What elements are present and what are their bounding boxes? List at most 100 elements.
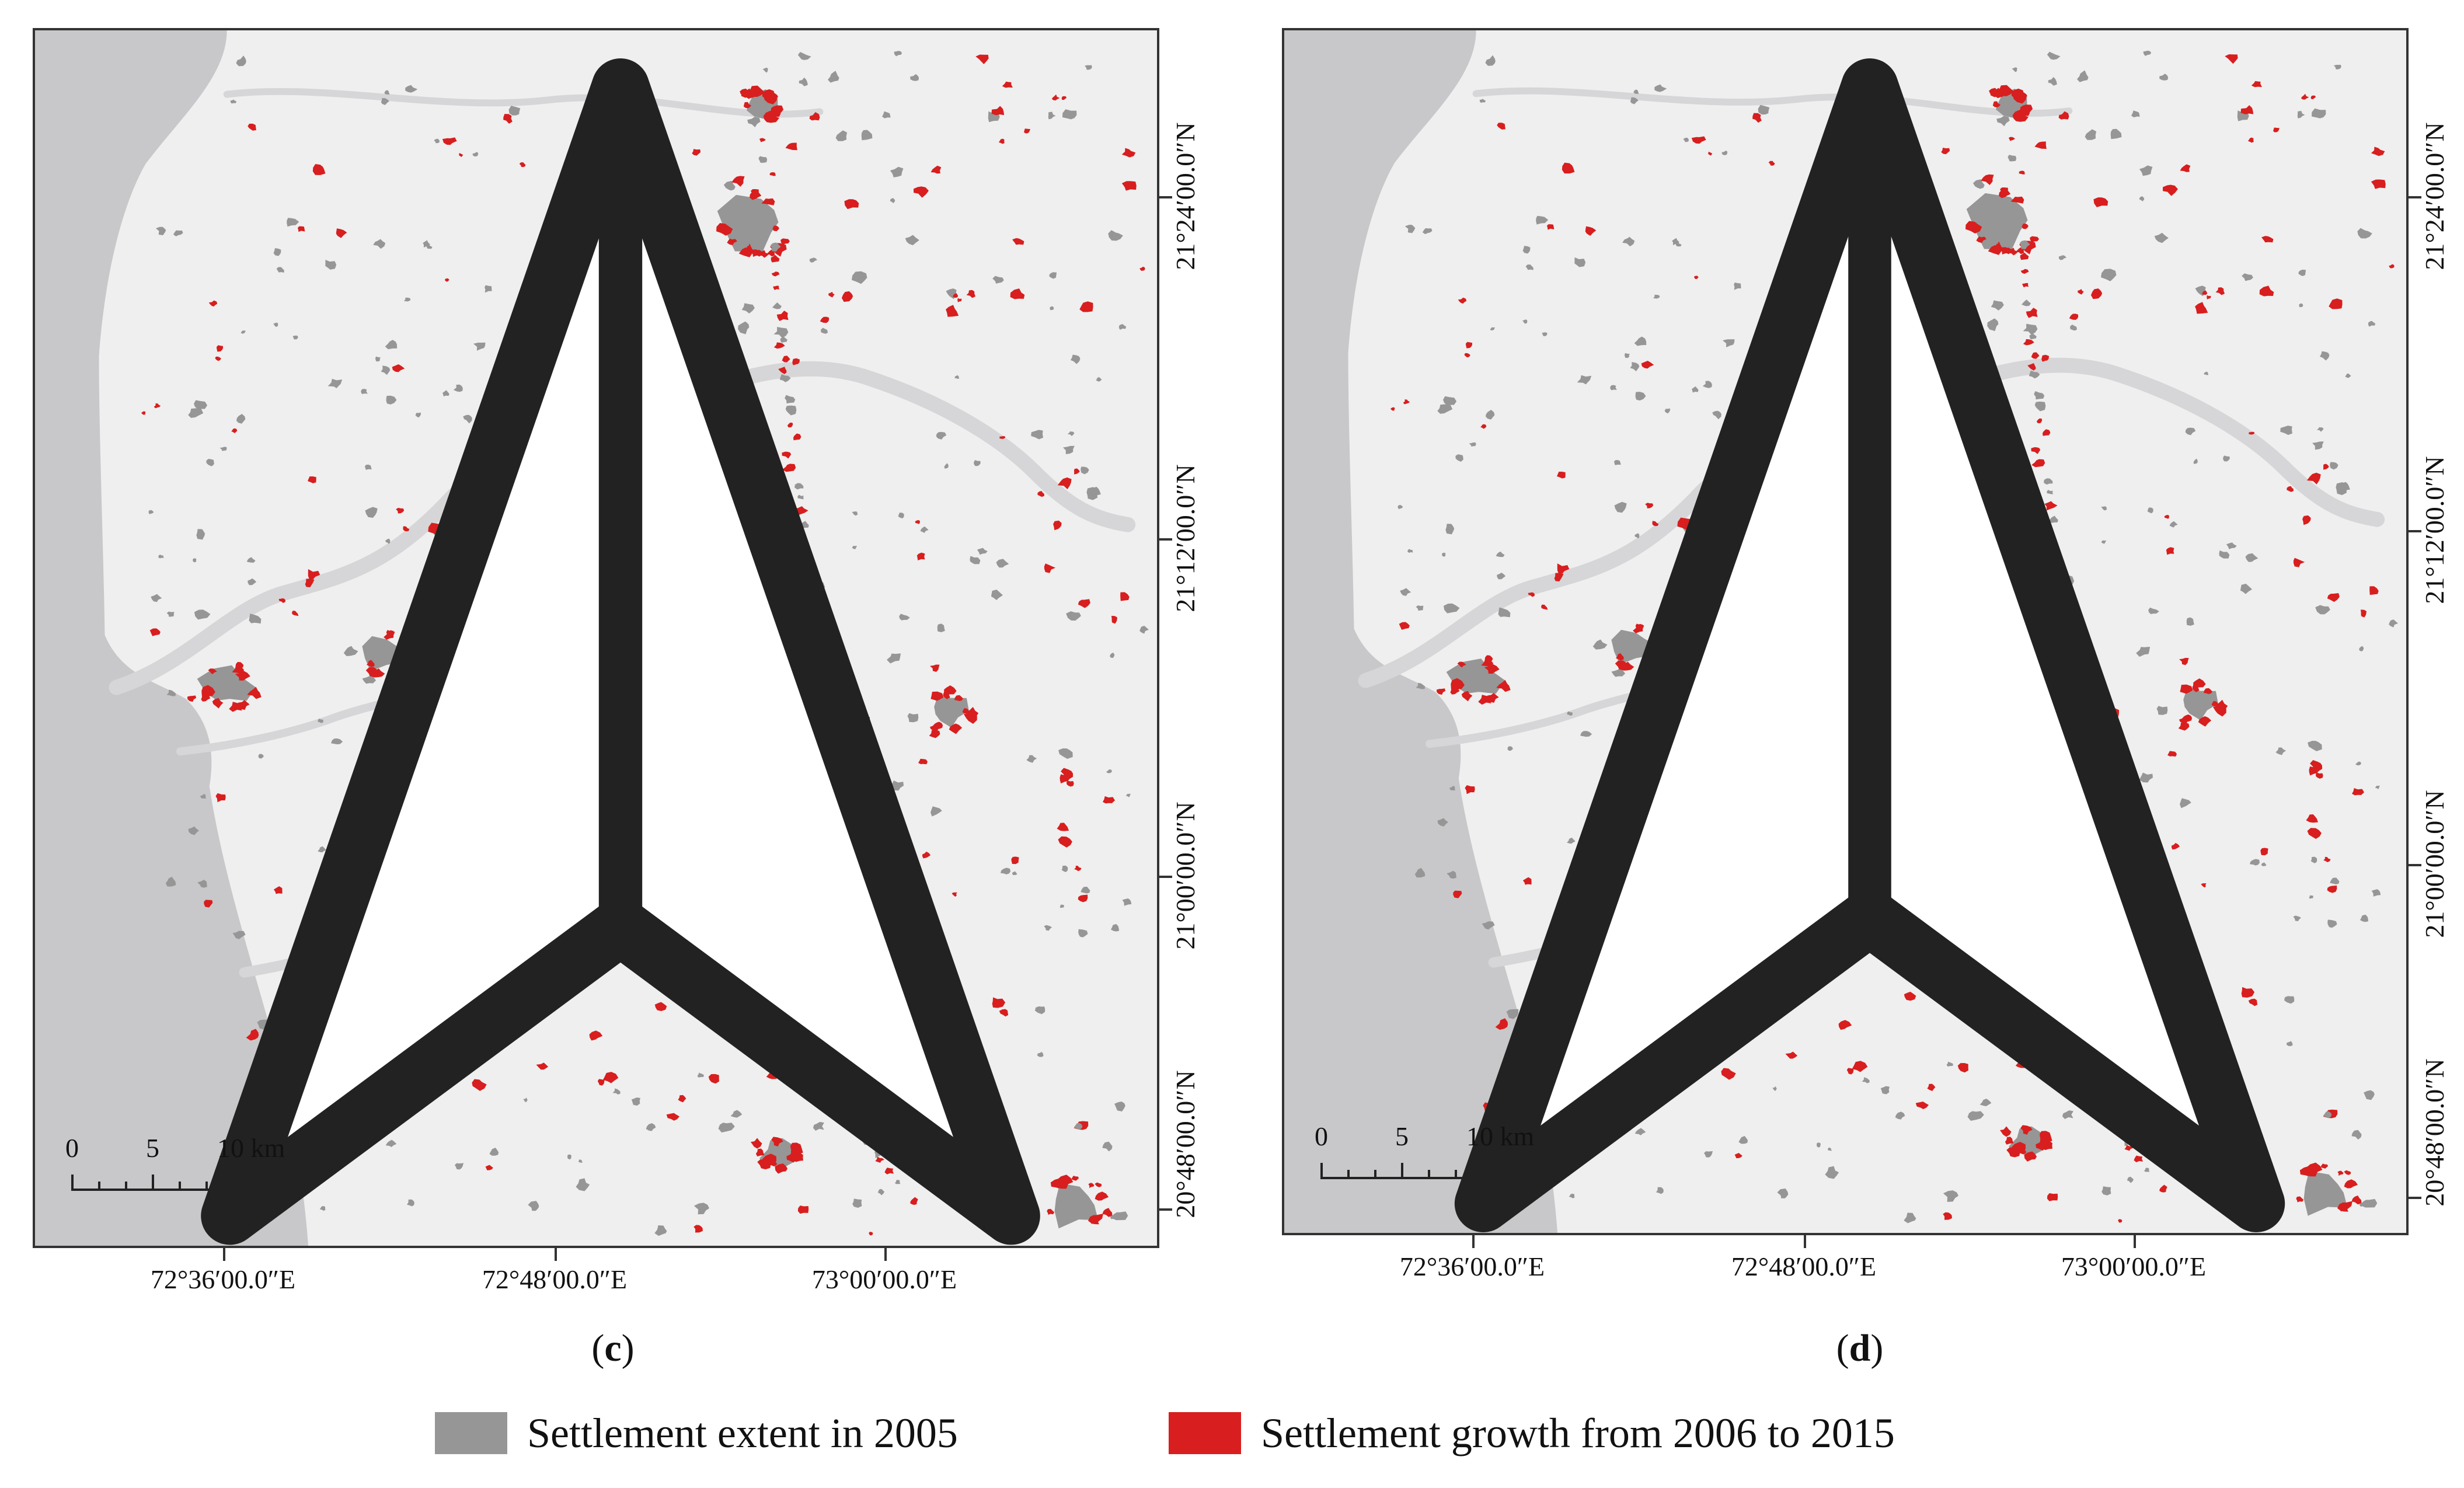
village	[155, 226, 166, 235]
village	[485, 285, 492, 293]
settlement-growth	[758, 250, 769, 258]
village	[1074, 1123, 1083, 1130]
village	[373, 239, 386, 249]
lat-label: 21°12′00.0″N	[2420, 456, 2449, 604]
village	[953, 293, 959, 298]
village	[914, 186, 929, 198]
village	[970, 556, 981, 564]
village	[1399, 622, 1410, 630]
village	[918, 758, 928, 765]
settlement-road	[2026, 308, 2038, 318]
village	[1061, 865, 1068, 873]
lon-label: 72°48′00.0″E	[482, 1264, 628, 1294]
village	[472, 1079, 487, 1091]
village	[1777, 1188, 1789, 1198]
settlement-growth	[1999, 189, 2011, 198]
village	[678, 1095, 686, 1103]
village	[2273, 127, 2280, 133]
village	[2327, 885, 2337, 893]
village	[1585, 226, 1597, 236]
village	[1721, 1068, 1736, 1080]
legend-label: Settlement growth from 2006 to 2015	[1261, 1410, 1895, 1456]
settlement-growth	[2193, 678, 2206, 688]
village	[407, 1199, 414, 1207]
village	[782, 356, 790, 363]
lat-tick	[2409, 1197, 2421, 1199]
village	[1000, 867, 1011, 874]
village	[2284, 996, 2295, 1004]
legend-label: Settlement extent in 2005	[527, 1410, 958, 1456]
settlement-road	[761, 198, 775, 205]
village	[291, 611, 299, 616]
village	[1758, 104, 1770, 115]
lat-tick	[1159, 1208, 1172, 1211]
scale-tick	[125, 1182, 127, 1191]
village	[1557, 471, 1566, 479]
village	[1580, 731, 1592, 737]
settlement-growth	[2344, 1170, 2351, 1175]
village	[1062, 445, 1075, 455]
settlement-2005	[2303, 1171, 2348, 1216]
village	[2226, 542, 2237, 549]
lat-label: 21°12′00.0″N	[1170, 464, 1200, 612]
village	[2047, 1193, 2058, 1201]
village	[869, 1232, 873, 1236]
village	[2171, 843, 2180, 850]
village	[206, 458, 214, 466]
village	[1694, 276, 1699, 279]
village	[743, 243, 750, 248]
scale-label-10: 10 km	[1466, 1121, 1535, 1151]
village	[2275, 747, 2287, 755]
village	[2308, 740, 2322, 751]
village	[954, 375, 960, 379]
village	[1904, 991, 1916, 1001]
village	[1010, 288, 1025, 299]
settlement-growth	[750, 191, 762, 200]
village	[835, 130, 848, 141]
panel-letter: c	[604, 1327, 622, 1369]
village	[403, 526, 410, 532]
settlement-growth	[2337, 1201, 2353, 1211]
village	[1049, 272, 1057, 279]
village	[305, 579, 315, 588]
lat-label: 21°24′00.0″N	[1170, 122, 1200, 270]
village	[2299, 303, 2303, 308]
village	[1085, 65, 1092, 70]
village	[1614, 501, 1627, 513]
village	[654, 1225, 667, 1236]
village	[1074, 468, 1080, 475]
settlement-road	[787, 422, 793, 428]
settlement-growth	[2179, 716, 2188, 723]
scale-tick	[71, 1175, 74, 1191]
village	[1091, 486, 1101, 496]
settlement-growth	[930, 723, 939, 731]
village	[2012, 67, 2017, 72]
village	[455, 1163, 464, 1170]
map-frame: 0 5 10 km	[33, 28, 1159, 1248]
village	[165, 876, 176, 887]
village	[852, 545, 858, 549]
village	[1943, 1190, 1958, 1202]
scale-tick	[1320, 1163, 1323, 1179]
settlement-growth	[366, 660, 375, 667]
village	[1722, 339, 1735, 347]
village	[1992, 241, 1999, 246]
village	[759, 138, 766, 142]
sea-area	[35, 30, 309, 1246]
village	[1772, 1086, 1777, 1091]
settlement-road	[2048, 515, 2058, 523]
village	[741, 303, 755, 314]
scale-bar: 0 5 10 km	[65, 1134, 285, 1204]
village	[1400, 588, 1412, 596]
village	[2207, 295, 2211, 299]
village	[485, 1165, 493, 1170]
village	[325, 259, 337, 270]
village	[365, 464, 372, 470]
village	[730, 1110, 743, 1118]
village	[1469, 442, 1476, 447]
village	[1630, 362, 1640, 371]
settlement-road	[2034, 401, 2046, 412]
village	[426, 245, 433, 249]
settlement-road	[772, 302, 782, 309]
village	[508, 106, 521, 116]
